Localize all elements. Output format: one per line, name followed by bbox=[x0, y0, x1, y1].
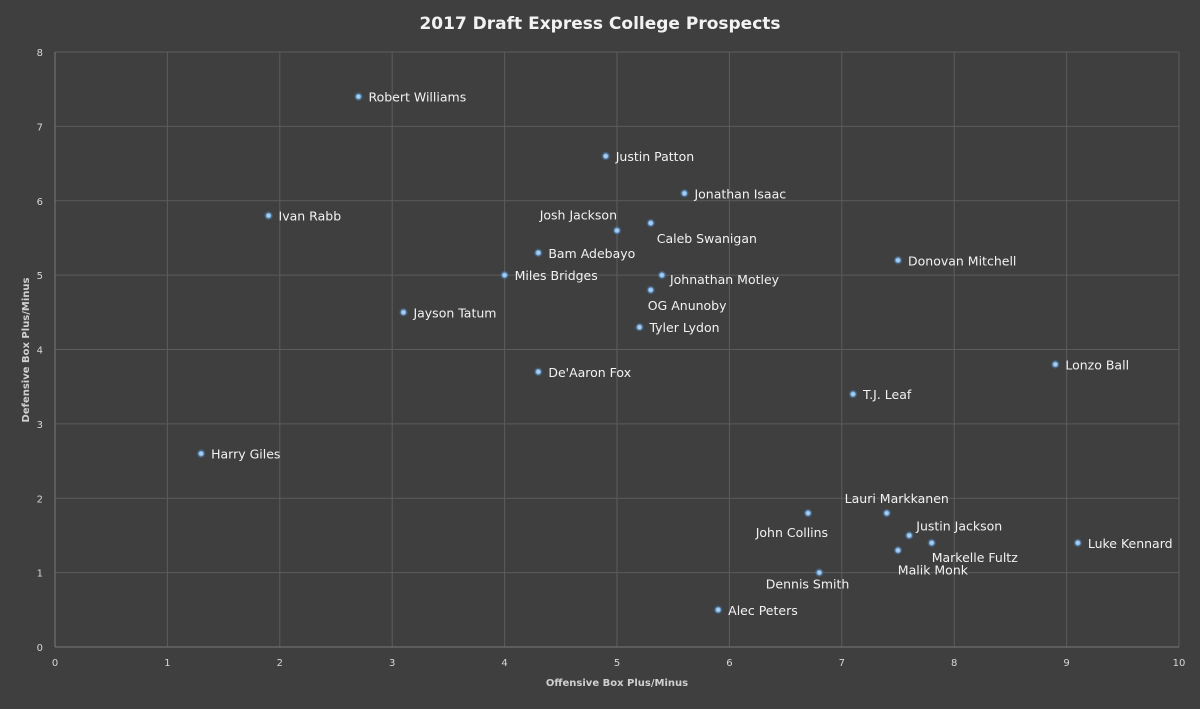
x-axis-title: Offensive Box Plus/Minus bbox=[546, 678, 688, 689]
x-tick-label: 5 bbox=[614, 658, 620, 669]
data-label: Bam Adebayo bbox=[548, 246, 635, 261]
data-point bbox=[400, 309, 407, 316]
x-tick-label: 4 bbox=[501, 658, 507, 669]
data-label: Lonzo Ball bbox=[1065, 357, 1129, 372]
data-point bbox=[1052, 361, 1059, 368]
x-tick-label: 2 bbox=[277, 658, 283, 669]
data-point bbox=[355, 93, 362, 100]
y-tick-label: 7 bbox=[37, 122, 43, 133]
data-label: De'Aaron Fox bbox=[548, 365, 631, 380]
data-point bbox=[883, 510, 890, 517]
data-point bbox=[816, 569, 823, 576]
data-point bbox=[805, 510, 811, 517]
data-point bbox=[602, 153, 609, 160]
tick-labels: 0 1 2 3 4 5 6 7 8 9 10 0 1 2 3 4 5 6 7 8 bbox=[37, 48, 1186, 669]
data-point bbox=[636, 324, 643, 331]
y-tick-label: 5 bbox=[37, 271, 43, 282]
x-tick-label: 9 bbox=[1063, 658, 1069, 669]
data-point bbox=[906, 532, 913, 539]
data-label: Markelle Fultz bbox=[932, 550, 1018, 565]
data-points bbox=[196, 92, 1083, 615]
data-label: Tyler Lydon bbox=[648, 320, 719, 335]
data-point bbox=[501, 272, 508, 279]
data-label: Josh Jackson bbox=[539, 208, 617, 223]
y-tick-label: 2 bbox=[37, 494, 43, 505]
x-tick-label: 1 bbox=[164, 658, 170, 669]
y-tick-label: 1 bbox=[37, 569, 43, 580]
data-point bbox=[895, 547, 901, 554]
chart-title: 2017 Draft Express College Prospects bbox=[419, 14, 780, 34]
data-label: Malik Monk bbox=[898, 562, 969, 577]
data-point bbox=[715, 606, 722, 613]
data-point bbox=[1074, 539, 1081, 546]
y-tick-label: 0 bbox=[37, 643, 43, 654]
data-point bbox=[681, 190, 688, 197]
axes bbox=[54, 52, 1179, 648]
x-tick-label: 6 bbox=[726, 658, 732, 669]
data-point bbox=[535, 368, 542, 375]
data-label: Lauri Markkanen bbox=[845, 491, 949, 506]
data-point bbox=[895, 257, 901, 264]
data-label: T.J. Leaf bbox=[862, 387, 912, 402]
x-tick-label: 8 bbox=[951, 658, 957, 669]
data-label: Luke Kennard bbox=[1088, 536, 1173, 551]
data-point bbox=[535, 249, 542, 256]
data-label: OG Anunoby bbox=[648, 298, 727, 313]
data-point bbox=[265, 212, 272, 219]
data-label: Dennis Smith bbox=[766, 577, 850, 592]
y-tick-label: 3 bbox=[37, 420, 43, 431]
data-label: Caleb Swanigan bbox=[657, 231, 757, 246]
y-tick-label: 4 bbox=[37, 346, 43, 357]
data-label: Miles Bridges bbox=[515, 268, 598, 283]
data-label: Justin Patton bbox=[615, 149, 694, 164]
x-tick-label: 0 bbox=[52, 658, 58, 669]
grid bbox=[55, 51, 1180, 647]
x-tick-label: 7 bbox=[839, 658, 845, 669]
x-tick-label: 10 bbox=[1173, 658, 1186, 669]
data-label: John Collins bbox=[755, 525, 828, 540]
data-label: Johnathan Motley bbox=[669, 272, 780, 287]
x-tick-label: 3 bbox=[389, 658, 395, 669]
data-label: Alec Peters bbox=[728, 603, 798, 618]
y-tick-label: 6 bbox=[37, 197, 43, 208]
data-point bbox=[928, 539, 935, 546]
data-point bbox=[198, 450, 205, 457]
data-label: Ivan Rabb bbox=[279, 209, 342, 224]
data-label: Justin Jackson bbox=[915, 518, 1002, 533]
data-label: Harry Giles bbox=[211, 447, 280, 462]
data-labels: Robert Williams Justin Patton Jonathan Isa… bbox=[211, 90, 1172, 618]
y-tick-label: 8 bbox=[37, 48, 43, 59]
data-label: Jonathan Isaac bbox=[693, 186, 786, 201]
data-point bbox=[850, 391, 856, 398]
data-point bbox=[647, 287, 654, 293]
y-axis-title: Defensive Box Plus/Minus bbox=[21, 277, 32, 422]
data-point bbox=[614, 227, 620, 234]
data-label: Jayson Tatum bbox=[412, 305, 496, 320]
data-point bbox=[647, 220, 654, 226]
data-label: Donovan Mitchell bbox=[908, 253, 1016, 268]
data-point bbox=[659, 272, 665, 279]
data-label: Robert Williams bbox=[368, 90, 466, 105]
